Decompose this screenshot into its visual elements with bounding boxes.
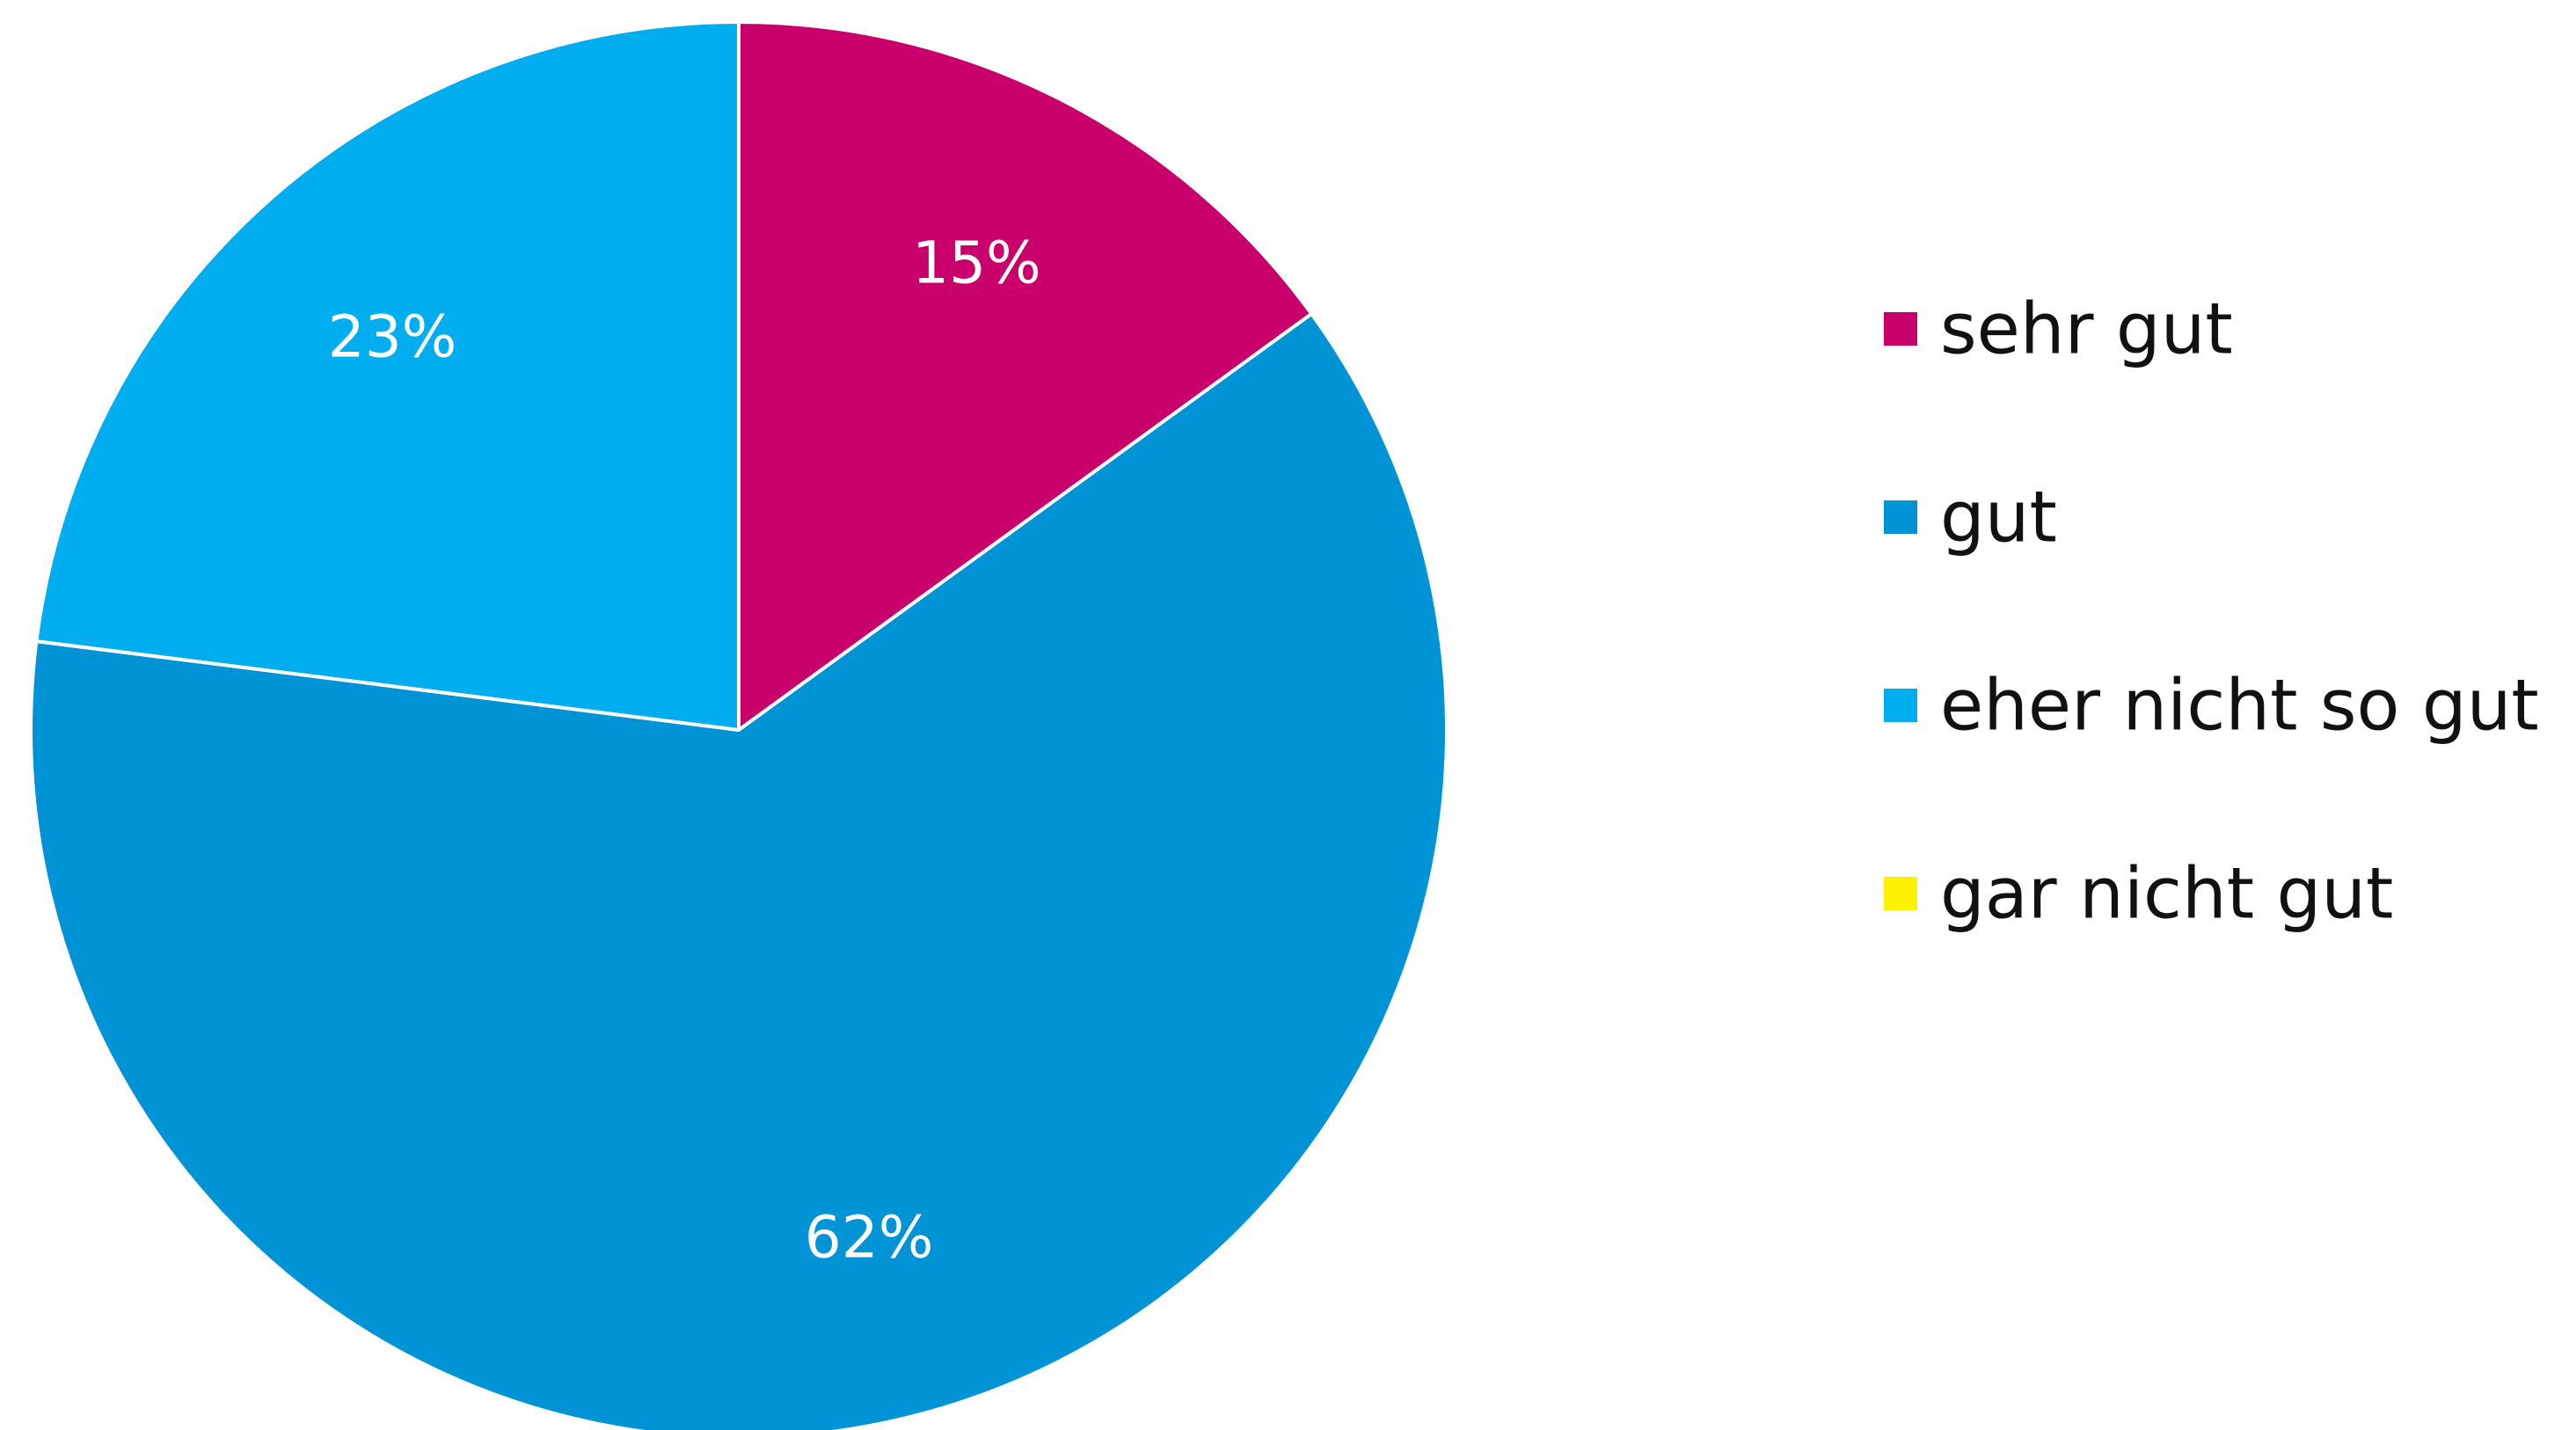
pie-slice-eher-nicht-so-gut <box>34 20 741 732</box>
legend-label-eher-nicht-so-gut: eher nicht so gut <box>1940 665 2539 747</box>
slice-label-gut: 62% <box>805 1203 934 1271</box>
legend-label-sehr-gut: sehr gut <box>1940 288 2233 370</box>
pie-slice-labels: 15% 62% 23% <box>328 230 1041 1272</box>
pie-slice-sehr-gut <box>737 20 1314 732</box>
legend-swatch-gar-nicht-gut <box>1884 877 1917 910</box>
legend-swatch-gut <box>1884 500 1917 534</box>
legend-label-gut: gut <box>1940 477 2057 558</box>
legend: sehr gut gut eher nicht so gut gar nicht gu… <box>1884 288 2539 935</box>
slice-label-eher-nicht-so-gut: 23% <box>328 303 457 371</box>
pie-slices <box>29 20 1449 1430</box>
slice-label-sehr-gut: 15% <box>912 230 1041 297</box>
legend-label-gar-nicht-gut: gar nicht gut <box>1940 853 2393 935</box>
legend-swatch-sehr-gut <box>1884 312 1917 346</box>
pie-slice-gut <box>29 311 1449 1430</box>
legend-swatch-eher-nicht-so-gut <box>1884 689 1917 722</box>
